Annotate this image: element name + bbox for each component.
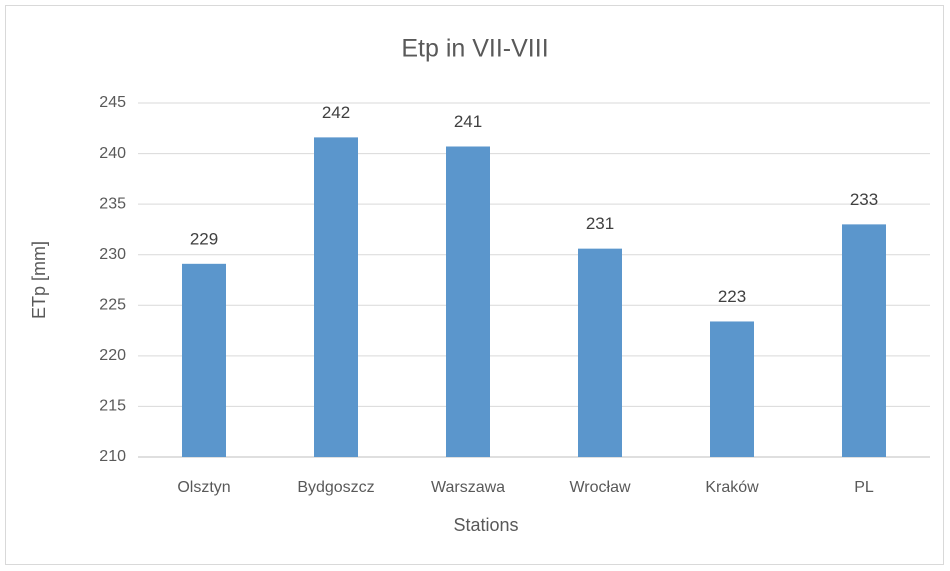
data-label: 231: [586, 214, 614, 233]
y-tick-label: 210: [99, 448, 126, 465]
bar: [446, 146, 490, 457]
y-tick-label: 215: [99, 398, 126, 415]
bar: [314, 137, 358, 458]
y-tick-label: 240: [99, 145, 126, 162]
y-tick-label: 225: [99, 297, 126, 314]
x-axis-title: Stations: [453, 515, 518, 535]
x-tick-label: Kraków: [705, 479, 759, 496]
y-tick-label: 235: [99, 195, 126, 212]
data-label: 242: [322, 103, 350, 122]
bar: [842, 224, 886, 457]
x-tick-label: Warszawa: [431, 479, 505, 496]
data-label: 233: [850, 190, 878, 209]
data-label: 223: [718, 287, 746, 306]
data-label: 241: [454, 112, 482, 131]
y-tick-label: 220: [99, 347, 126, 364]
x-tick-label: Wrocław: [569, 479, 630, 496]
data-label: 229: [190, 229, 218, 248]
bar: [710, 321, 754, 457]
x-tick-label: Bydgoszcz: [297, 479, 374, 496]
chart-title: Etp in VII-VIII: [401, 35, 548, 63]
bar: [182, 263, 226, 457]
y-tick-label: 230: [99, 246, 126, 263]
bar: [578, 248, 622, 457]
x-tick-label: Olsztyn: [177, 479, 230, 496]
y-tick-label: 245: [99, 94, 126, 111]
y-axis-title: ETp [mm]: [29, 241, 49, 319]
x-tick-label: PL: [854, 479, 874, 496]
